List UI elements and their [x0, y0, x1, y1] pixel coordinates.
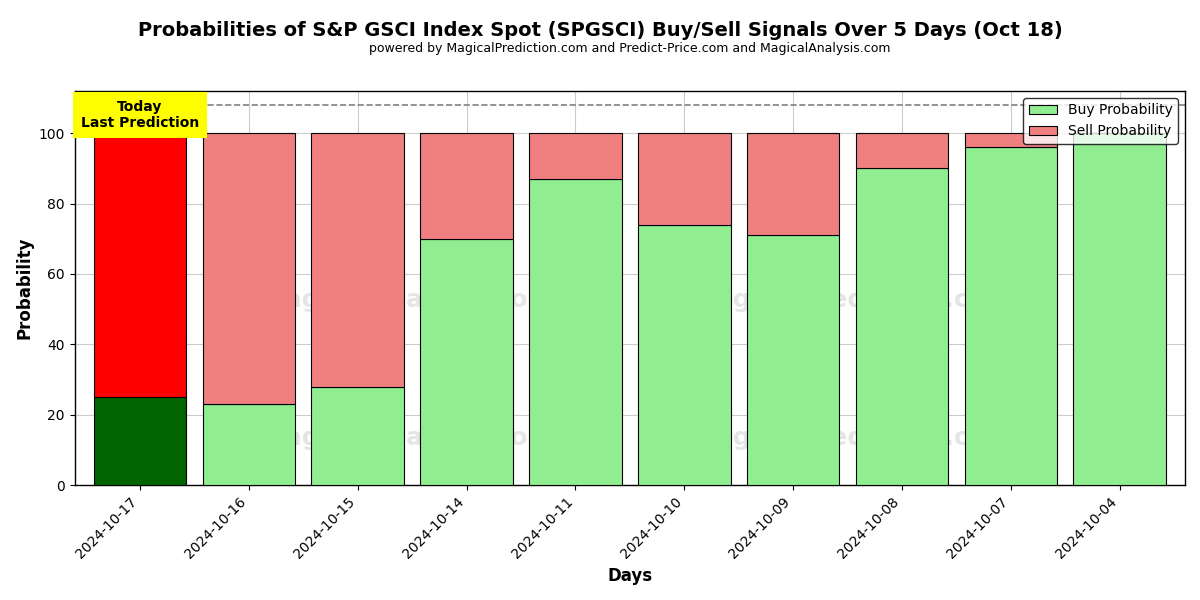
Bar: [529, 179, 622, 485]
Bar: [420, 133, 512, 239]
Bar: [638, 133, 731, 224]
Bar: [856, 169, 948, 485]
Bar: [746, 133, 839, 235]
Bar: [94, 397, 186, 485]
Bar: [420, 239, 512, 485]
Bar: [312, 133, 404, 386]
Bar: [856, 133, 948, 169]
Bar: [638, 224, 731, 485]
Title: powered by MagicalPrediction.com and Predict-Price.com and MagicalAnalysis.com: powered by MagicalPrediction.com and Pre…: [370, 42, 890, 55]
Text: MagicalPrediction.com: MagicalPrediction.com: [691, 288, 1013, 312]
Bar: [312, 386, 404, 485]
Bar: [94, 133, 186, 397]
Bar: [965, 147, 1057, 485]
Bar: [746, 235, 839, 485]
Text: MagicalAnalysis.com: MagicalAnalysis.com: [260, 288, 554, 312]
Y-axis label: Probability: Probability: [16, 237, 34, 339]
Text: MagicalAnalysis.com: MagicalAnalysis.com: [260, 426, 554, 450]
Bar: [1074, 133, 1166, 485]
Legend: Buy Probability, Sell Probability: Buy Probability, Sell Probability: [1024, 98, 1178, 144]
Text: Probabilities of S&P GSCI Index Spot (SPGSCI) Buy/Sell Signals Over 5 Days (Oct : Probabilities of S&P GSCI Index Spot (SP…: [138, 21, 1062, 40]
Bar: [203, 404, 295, 485]
X-axis label: Days: Days: [607, 567, 653, 585]
Bar: [965, 133, 1057, 147]
Text: Today
Last Prediction: Today Last Prediction: [80, 100, 199, 130]
Text: MagicalPrediction.com: MagicalPrediction.com: [691, 426, 1013, 450]
Bar: [203, 133, 295, 404]
Bar: [529, 133, 622, 179]
